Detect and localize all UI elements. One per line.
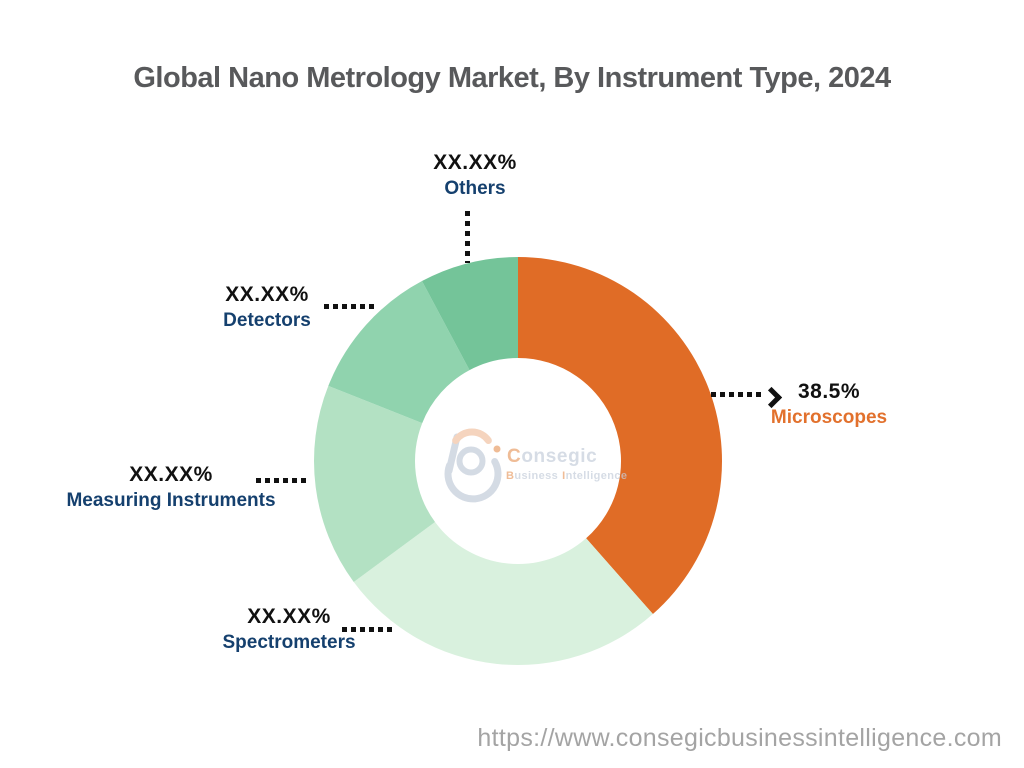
donut-segment-microscopes (518, 257, 722, 615)
detectors-name: Detectors (223, 310, 311, 331)
footer-url: https://www.consegicbusinessintelligence… (477, 724, 1002, 752)
donut-chart (314, 257, 722, 665)
donut-segment-others (421, 257, 518, 371)
chart-title: Global Nano Metrology Market, By Instrum… (133, 62, 891, 94)
donut-segment-detectors (328, 281, 470, 424)
measuring-instruments-value: XX.XX% (129, 463, 213, 486)
logo-wordmark: Consegic (507, 446, 597, 467)
label-spectrometers: XX.XX% Spectrometers (209, 604, 369, 655)
microscopes-connector-line (711, 392, 765, 397)
others-name: Others (444, 178, 506, 199)
logo-tagline: Business Intelligence (506, 470, 627, 482)
logo-orange-arc (452, 428, 492, 444)
detectors-connector-line (324, 304, 378, 309)
spectrometers-connector-line (342, 627, 396, 632)
label-microscopes: 38.5% Microscopes (749, 379, 909, 430)
donut-segment-measuring-instruments (314, 385, 436, 582)
spectrometers-name: Spectrometers (222, 632, 356, 653)
others-value: XX.XX% (433, 151, 517, 174)
measuring-instruments-name: Measuring Instruments (66, 490, 276, 511)
label-measuring-instruments: XX.XX% Measuring Instruments (46, 462, 296, 513)
donut-segment-spectrometers (353, 522, 653, 665)
logo-b-bowl (456, 446, 486, 476)
label-others: XX.XX% Others (395, 150, 555, 201)
detectors-value: XX.XX% (225, 283, 309, 306)
consegic-logo: Consegic Business Intelligence (444, 428, 627, 503)
logo-b-outer-arc (444, 458, 502, 503)
microscopes-name: Microscopes (770, 407, 888, 428)
spectrometers-value: XX.XX% (247, 605, 331, 628)
others-connector-line (465, 211, 470, 263)
label-detectors: XX.XX% Detectors (167, 282, 367, 333)
logo-orange-dot (493, 445, 501, 453)
microscopes-value: 38.5% (797, 380, 861, 403)
measuring-instruments-connector-line (256, 478, 310, 483)
